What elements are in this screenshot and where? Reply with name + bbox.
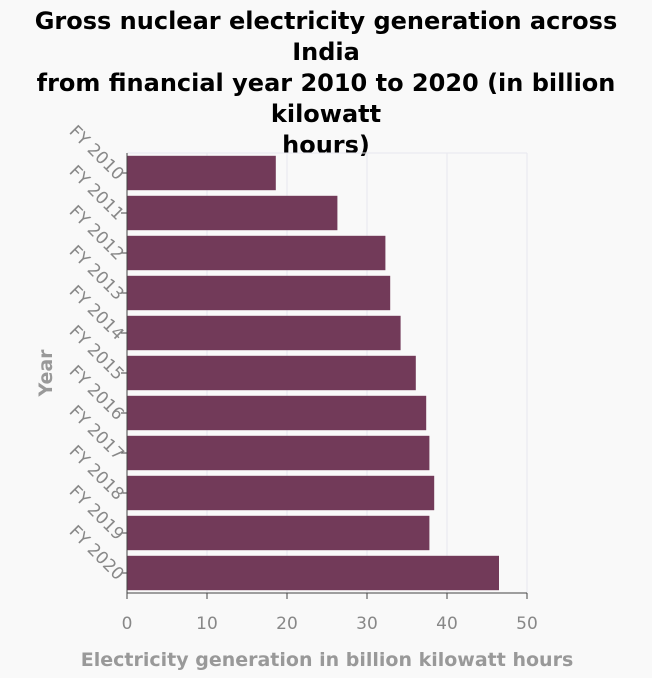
bar <box>127 315 401 351</box>
x-tick-label: 40 <box>436 614 458 634</box>
bar <box>127 155 276 191</box>
bar <box>127 395 427 431</box>
x-tick-label: 30 <box>356 614 378 634</box>
bar <box>127 355 416 391</box>
x-axis-label: Electricity generation in billion kilowa… <box>81 649 574 671</box>
x-tick-label: 10 <box>196 614 218 634</box>
bar <box>127 195 338 231</box>
bar <box>127 515 430 551</box>
x-tick-label: 50 <box>516 614 538 634</box>
bar <box>127 555 499 591</box>
bar <box>127 235 386 271</box>
x-tick-label: 0 <box>122 614 133 634</box>
bar <box>127 435 430 471</box>
bar <box>127 475 435 511</box>
y-axis-label: Year <box>35 349 57 398</box>
bar <box>127 275 391 311</box>
x-tick-label: 20 <box>276 614 298 634</box>
chart-title: Gross nuclear electricity generation acr… <box>34 7 618 159</box>
